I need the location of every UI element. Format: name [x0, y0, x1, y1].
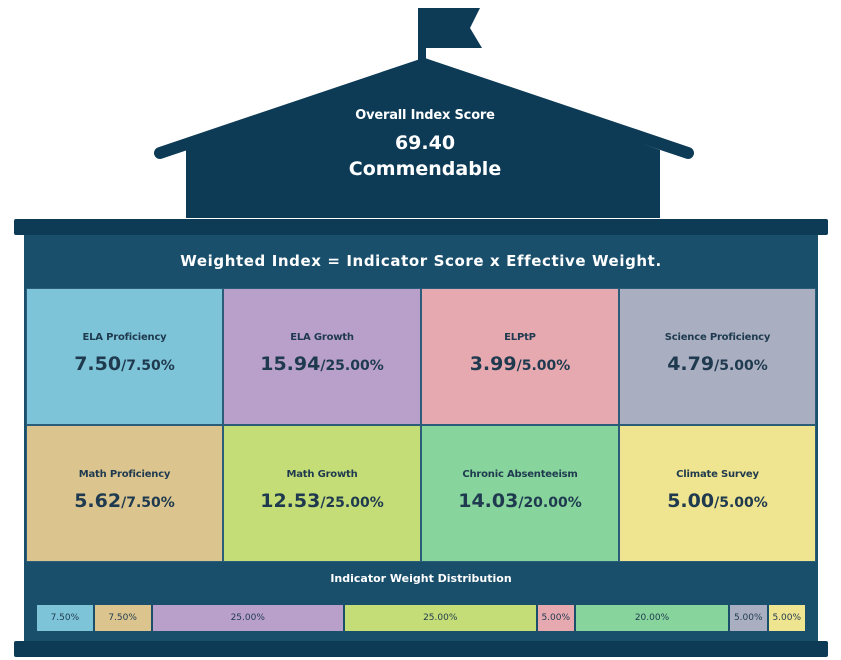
schoolhouse-roof: [154, 8, 694, 218]
indicator-name: Math Growth: [286, 469, 358, 480]
indicator-weight: /7.50%: [121, 358, 175, 374]
roof-eave: [14, 219, 828, 235]
weight-distribution-bar: 7.50% 7.50% 25.00% 25.00% 5.00% 20.00% 5…: [36, 604, 806, 632]
indicator-value: 15.94/25.00%: [260, 353, 384, 375]
indicator-weight: /5.00%: [516, 358, 571, 374]
overall-score-block: Overall Index Score 69.40 Commendable: [330, 108, 520, 180]
indicator-name: Chronic Absenteeism: [462, 469, 578, 480]
indicator-grid: ELA Proficiency 7.50/7.50% ELA Growth 15…: [26, 288, 816, 562]
indicator-score: 14.03: [458, 490, 519, 512]
indicator-card-ela-growth: ELA Growth 15.94/25.00%: [223, 288, 421, 425]
indicator-value: 12.53/25.00%: [260, 490, 384, 512]
indicator-score: 5.62: [74, 490, 122, 512]
indicator-name: Climate Survey: [676, 469, 759, 480]
indicator-score: 12.53: [260, 490, 321, 512]
indicator-card-elptp: ELPtP 3.99/5.00%: [421, 288, 619, 425]
indicator-name: Math Proficiency: [78, 469, 171, 480]
indicator-card-climate-survey: Climate Survey 5.00/5.00%: [619, 425, 816, 562]
indicator-score: 5.00: [667, 490, 715, 512]
indicator-value: 14.03/20.00%: [458, 490, 582, 512]
indicator-score: 4.79: [667, 353, 715, 375]
indicator-weight: /20.00%: [518, 495, 582, 511]
indicator-weight: /5.00%: [714, 495, 768, 511]
indicator-score: 3.99: [469, 353, 517, 375]
flag-icon: [418, 8, 482, 48]
distribution-title: Indicator Weight Distribution: [330, 572, 512, 585]
formula-text: Weighted Index = Indicator Score x Effec…: [180, 252, 662, 270]
indicator-score: 15.94: [260, 353, 321, 375]
distribution-segment: 5.00%: [729, 604, 768, 632]
overall-score-title: Overall Index Score: [355, 108, 495, 123]
distribution-segment: 5.00%: [767, 604, 806, 632]
indicator-weight: /25.00%: [320, 495, 384, 511]
distribution-segment: 5.00%: [536, 604, 575, 632]
distribution-segment: 7.50%: [36, 604, 94, 632]
indicator-card-science-proficiency: Science Proficiency 4.79/5.00%: [619, 288, 816, 425]
distribution-segment: 20.00%: [575, 604, 729, 632]
indicator-value: 5.00/5.00%: [667, 490, 768, 512]
distribution-segment: 25.00%: [344, 604, 537, 632]
roof-shape: [186, 66, 660, 218]
indicator-weight: /7.50%: [121, 495, 175, 511]
overall-score-value: 69.40: [394, 132, 456, 154]
building-base: [14, 641, 828, 657]
indicator-weight: /5.00%: [714, 358, 768, 374]
indicator-name: Science Proficiency: [664, 332, 771, 343]
indicator-card-math-growth: Math Growth 12.53/25.00%: [223, 425, 421, 562]
indicator-card-chronic-absenteeism: Chronic Absenteeism 14.03/20.00%: [421, 425, 619, 562]
indicator-name: ELA Proficiency: [82, 332, 167, 343]
indicator-value: 5.62/7.50%: [74, 490, 175, 512]
overall-score-rating: Commendable: [348, 158, 502, 180]
indicator-card-math-proficiency: Math Proficiency 5.62/7.50%: [26, 425, 223, 562]
distribution-segment: 25.00%: [151, 604, 344, 632]
distribution-segment: 7.50%: [93, 604, 152, 632]
indicator-name: ELPtP: [504, 332, 536, 343]
indicator-score: 7.50: [74, 353, 122, 375]
indicator-name: ELA Growth: [290, 332, 354, 343]
indicator-value: 3.99/5.00%: [470, 353, 571, 375]
indicator-value: 4.79/5.00%: [667, 353, 768, 375]
indicator-value: 7.50/7.50%: [74, 353, 175, 375]
indicator-weight: /25.00%: [320, 358, 384, 374]
indicator-card-ela-proficiency: ELA Proficiency 7.50/7.50%: [26, 288, 223, 425]
